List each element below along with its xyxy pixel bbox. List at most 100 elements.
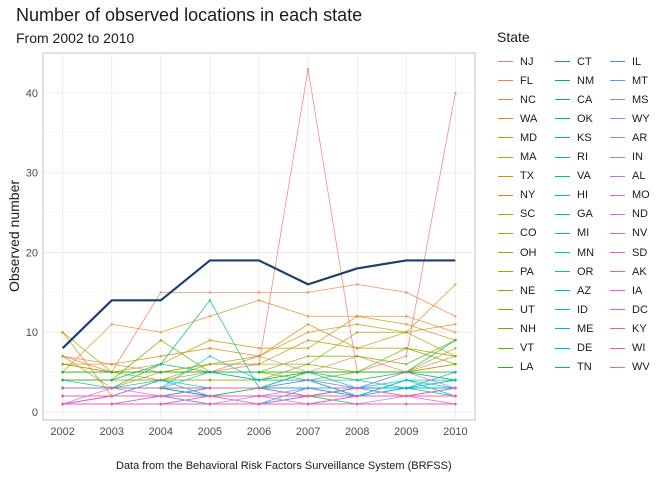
data-point-wa (110, 322, 114, 326)
legend-key (497, 187, 514, 204)
data-point-va (306, 370, 310, 374)
data-point-nc (306, 291, 310, 294)
x-tick-label: 2004 (149, 426, 173, 438)
legend-label: MO (632, 189, 650, 202)
data-point-tx (355, 322, 359, 326)
legend-key (609, 320, 626, 337)
data-point-sc (355, 346, 359, 350)
legend-key (609, 206, 626, 223)
data-point-pa (257, 362, 261, 366)
legend-item-mi: MI (554, 225, 589, 242)
data-point-wv (257, 394, 261, 398)
legend-key (497, 225, 514, 242)
data-point-wv (355, 394, 359, 398)
legend-item-al: AL (609, 168, 645, 185)
data-point-mi (208, 354, 212, 358)
data-point-nj (306, 67, 310, 71)
data-point-nh (454, 362, 457, 366)
legend-key (609, 263, 626, 280)
legend-key (609, 225, 626, 242)
data-point-nm (355, 370, 359, 374)
data-point-mo (404, 370, 408, 374)
data-point-ma (306, 346, 310, 350)
legend-key (609, 301, 626, 318)
data-point-tx (306, 330, 310, 334)
legend-key (609, 340, 626, 357)
legend-item-hi: HI (554, 187, 588, 204)
legend-item-ak: AK (609, 263, 647, 280)
legend-label: LA (520, 361, 534, 374)
legend-key (554, 359, 571, 376)
legend-item-wy: WY (609, 110, 650, 127)
data-point-nc (355, 283, 359, 286)
legend-key (554, 263, 571, 280)
legend-key (609, 187, 626, 204)
legend-label: PA (520, 265, 534, 278)
legend-label: NH (520, 322, 536, 335)
legend-label: SD (632, 246, 648, 259)
legend-item-ok: OK (554, 110, 593, 127)
legend-key (497, 206, 514, 223)
data-point-wi (159, 402, 163, 406)
data-point-tn (404, 386, 408, 390)
data-point-ky (159, 386, 163, 390)
legend-item-va: VA (554, 168, 591, 185)
data-point-al (306, 386, 310, 390)
data-point-ma (208, 338, 212, 342)
legend-item-or: OR (554, 263, 594, 280)
data-point-pa (355, 330, 359, 334)
data-point-wi (355, 402, 359, 406)
legend-label: MN (577, 246, 595, 259)
data-point-ky (355, 386, 359, 390)
data-point-mo (306, 378, 310, 382)
legend-label: MD (520, 131, 538, 144)
data-point-wi (208, 402, 212, 406)
x-tick-label: 2003 (99, 426, 123, 438)
legend-key (609, 53, 626, 70)
legend-item-sc: SC (497, 206, 535, 223)
legend-key (554, 149, 571, 166)
data-point-wi (454, 402, 457, 406)
y-tick-label: 10 (26, 327, 38, 339)
data-point-ne (306, 362, 310, 366)
data-point-or (257, 378, 261, 382)
data-point-ut (355, 354, 359, 358)
legend-label: IN (632, 151, 643, 163)
legend-label: SC (520, 208, 536, 221)
legend-label: IL (632, 55, 642, 68)
legend-label: KY (632, 322, 647, 335)
y-tick-label: 30 (26, 168, 38, 180)
legend-label: TX (520, 170, 535, 183)
legend-key (554, 53, 571, 70)
legend-key (609, 91, 626, 108)
legend-label: FL (520, 74, 533, 87)
legend-key (609, 244, 626, 261)
data-point-ma (257, 346, 261, 350)
legend-key (497, 149, 514, 166)
legend-key (554, 72, 571, 89)
legend-key (609, 129, 626, 146)
legend-label: NM (577, 74, 595, 87)
legend-label: NV (632, 227, 648, 240)
data-point-va (61, 378, 64, 382)
legend-key (554, 187, 571, 204)
legend-item-tx: TX (497, 168, 534, 185)
legend-item-nv: NV (609, 225, 647, 242)
legend-item-la: LA (497, 359, 533, 376)
data-point-pa (61, 330, 64, 334)
legend-key (609, 359, 626, 376)
data-point-ut (61, 362, 64, 366)
data-point-ky (61, 386, 64, 390)
data-point-nm (110, 378, 114, 382)
legend-key (554, 110, 571, 127)
data-point-ga (355, 378, 359, 382)
legend-label: CA (577, 93, 593, 106)
legend-key (609, 149, 626, 166)
legend-label: AL (632, 170, 646, 183)
data-point-wv (306, 394, 310, 398)
highlight-series-line (61, 259, 456, 349)
data-point-wi (61, 402, 64, 406)
x-tick-label: 2009 (394, 426, 418, 438)
legend-label: UT (520, 303, 535, 316)
legend-label: VT (520, 342, 535, 354)
